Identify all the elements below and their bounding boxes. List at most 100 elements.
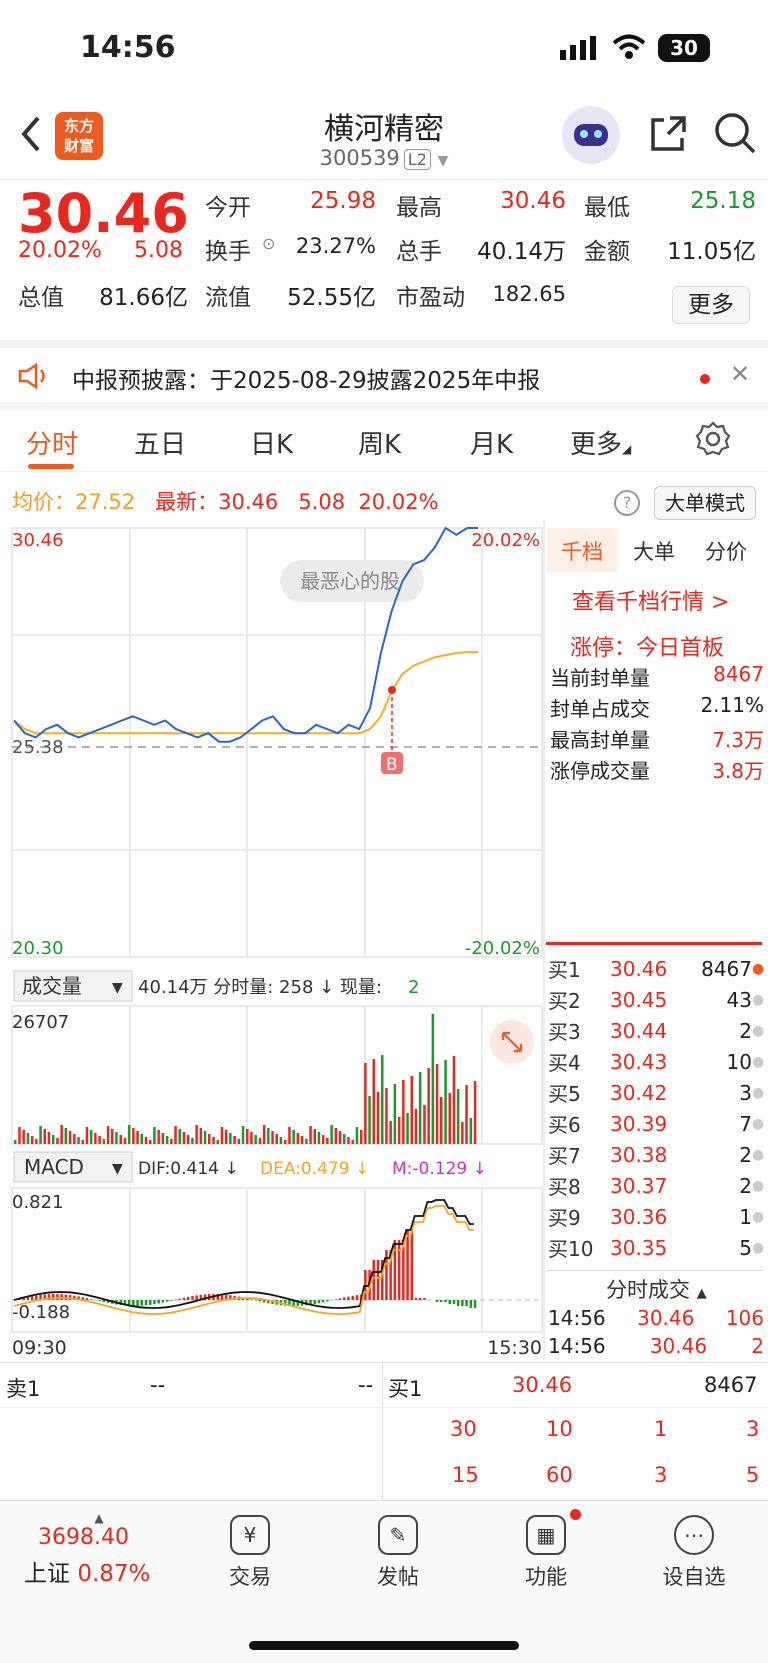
robot-avatar-icon[interactable] [562,106,620,164]
float-cap-value: 52.55亿 [287,285,376,311]
volume-bar [119,1135,122,1144]
macd-bar [199,1294,203,1300]
dropdown-icon: ▼ [437,153,449,169]
macd-bar [456,1300,460,1306]
macd-bar [469,1300,473,1308]
volume-bar [30,1136,34,1144]
macd-bar [102,1300,106,1303]
macd-bar [98,1300,101,1302]
nav-functions[interactable]: ▦ 功能 [486,1515,606,1591]
volume-bar [254,1135,257,1144]
tab-daily-k[interactable]: 日K [250,430,294,460]
macd-m: M:-0.129 ↓ [392,1159,487,1179]
buy-depth-row: 买2 30.45 43 ● [548,987,765,1014]
divider [382,1363,383,1501]
macd-bar [127,1300,131,1306]
notice-bar[interactable]: 中报预披露：于2025-08-29披露2025年中报 ✕ [0,340,768,410]
search-icon[interactable] [712,110,758,160]
index-value: 3698.40 [38,1525,129,1550]
app-logo[interactable]: 东方 财富 [55,112,103,160]
macd-bar [178,1298,181,1300]
nav-trade[interactable]: ¥ 交易 [190,1515,310,1591]
intraday-chart[interactable]: 30.46 20.30 20.02% -20.02% 25.38 最恶心的股 B… [0,520,545,1360]
settings-gear-icon[interactable] [694,420,732,462]
back-icon[interactable] [18,114,44,158]
macd-dif: DIF:0.414 ↓ [138,1159,239,1179]
wifi-icon [612,34,646,64]
time-axis-end: 15:30 [487,1337,542,1359]
volume-bar [364,1063,367,1144]
volume-bar [85,1127,89,1144]
view-depth-link[interactable]: 查看千档行情 > [572,590,730,615]
close-icon[interactable]: ✕ [730,360,751,388]
badge-dot-icon [570,1509,581,1520]
tick-row: 14:56 30.46 106 [548,1306,764,1330]
volume-bar [81,1140,84,1144]
macd-bar [461,1300,464,1306]
avg-price: 27.52 [75,490,136,514]
volume-bar [22,1130,25,1144]
volume-bar [73,1134,76,1144]
volume-bar [56,1138,59,1144]
buy-depth-row: 买7 30.38 2 ● [548,1142,765,1169]
macd-bar [224,1294,228,1300]
volume-bar [389,1121,392,1144]
comment-bubble[interactable] [280,560,424,602]
volume-bar [68,1131,72,1144]
volume-bar [271,1131,274,1144]
volume-bar [64,1128,68,1144]
volume-bar [284,1140,287,1144]
queue-cell: 10 [546,1417,573,1441]
volume-bar [321,1135,325,1144]
ticks-title[interactable]: 分时成交 ▲ [606,1278,707,1302]
volume-bar [313,1129,316,1144]
index-ticker[interactable]: ▲ 3698.40 上证 0.87% [24,1511,174,1588]
tab-monthly-k[interactable]: 月K [470,430,514,460]
macd-bar [385,1250,388,1300]
stock-code[interactable]: 300539 L2 ▼ [319,146,449,170]
more-button[interactable]: 更多 [672,286,750,324]
volume-bar [246,1129,249,1144]
help-icon[interactable]: ? [614,490,640,516]
queue-cell: 3 [654,1463,668,1487]
more-dots-icon: ⋯ [674,1515,714,1555]
side-tab-depth[interactable]: 千档 [561,540,603,564]
macd-bar [343,1297,346,1300]
price-line [13,526,478,743]
volume-bar [191,1138,194,1144]
bottom-nav: ▲ 3698.40 上证 0.87% ¥ 交易 ✎ 发帖 ▦ 功能 ⋯ 设自选 [0,1500,768,1663]
nav-post[interactable]: ✎ 发帖 [338,1515,458,1591]
macd-bar [326,1300,329,1302]
volume-bar [338,1131,342,1144]
volume-label: 总手 [396,239,442,265]
side-tab-price-dist[interactable]: 分价 [705,540,747,564]
tab-intraday[interactable]: 分时 [26,430,79,460]
sell1-volume: -- [358,1373,374,1397]
volume-bar [385,1088,388,1144]
buy-depth-row: 买8 30.37 2 ● [548,1173,765,1200]
tab-five-day[interactable]: 五日 [134,430,187,460]
volume-selector[interactable] [13,970,133,1002]
side-tab-big-order[interactable]: 大单 [633,540,675,564]
macd-bar [136,1300,139,1306]
volume-bar [456,1089,460,1144]
high-label: 最高 [396,195,442,221]
current-price: 30.46 [18,182,189,245]
macd-bar [157,1300,160,1304]
volume-bar [233,1136,236,1144]
tab-weekly-k[interactable]: 周K [358,430,402,460]
macd-bar [18,1299,21,1300]
volume-bar [77,1137,80,1144]
volume-bar [402,1080,405,1144]
macd-bar [381,1260,384,1300]
share-icon[interactable] [648,112,690,158]
macd-bar [26,1297,30,1300]
macd-bar [153,1300,156,1305]
big-order-mode-button[interactable]: 大单模式 [654,486,756,520]
macd-bar [452,1300,456,1304]
tab-more[interactable]: 更多◢ [570,430,632,460]
macd-selector[interactable] [13,1151,133,1183]
macd-bar [52,1294,55,1300]
info-icon[interactable]: ⊙ [262,234,276,253]
nav-add-watchlist[interactable]: ⋯ 设自选 [634,1515,754,1591]
